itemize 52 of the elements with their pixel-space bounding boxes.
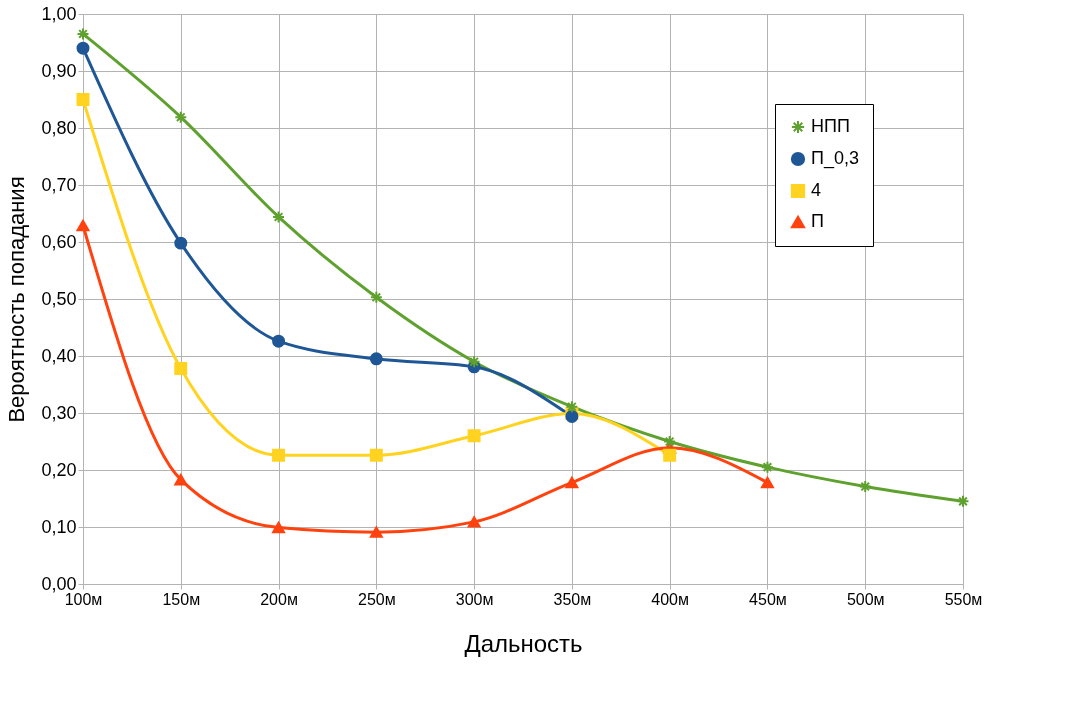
x-tick-label: 350м xyxy=(553,590,592,608)
point xyxy=(272,334,286,348)
point xyxy=(76,93,90,106)
x-tick-label: 150м xyxy=(162,590,201,608)
y-tick-label: 0,50 xyxy=(41,288,77,309)
point xyxy=(858,480,872,494)
x-tick-label: 500м xyxy=(846,590,885,608)
point xyxy=(467,516,481,528)
x-tick-label: 300м xyxy=(455,590,494,608)
legend-label: П xyxy=(811,211,824,231)
y-tick-label: 0,10 xyxy=(41,516,77,537)
x-tick-label: 250м xyxy=(357,590,396,608)
point xyxy=(369,290,383,304)
y-tick-label: 0,60 xyxy=(41,231,77,252)
point xyxy=(272,448,286,462)
y-tick-label: 0,80 xyxy=(41,117,77,138)
legend-label: НПП xyxy=(811,116,850,136)
legend-label: П_0,3 xyxy=(811,148,859,169)
point xyxy=(956,494,970,508)
point xyxy=(565,400,579,414)
point xyxy=(760,476,774,489)
legend-label: 4 xyxy=(811,180,822,200)
point xyxy=(663,448,677,462)
point xyxy=(369,526,383,538)
point xyxy=(760,460,774,474)
point xyxy=(369,352,383,366)
point xyxy=(369,448,383,462)
point xyxy=(174,110,188,124)
y-tick-label: 0,90 xyxy=(41,60,77,81)
y-tick-label: 1,00 xyxy=(41,3,77,24)
point xyxy=(174,236,188,250)
point xyxy=(76,27,90,41)
x-axis-title: Дальность xyxy=(464,629,583,657)
x-tick-label: 450м xyxy=(749,590,787,608)
point xyxy=(467,429,481,443)
point xyxy=(174,473,188,486)
point xyxy=(76,41,90,55)
y-tick-label: 0,40 xyxy=(41,345,77,366)
y-axis-title: Вероятность попадания xyxy=(4,176,30,423)
y-tick-label: 0,20 xyxy=(41,459,77,480)
x-tick-label: 550м xyxy=(944,590,983,608)
point xyxy=(76,219,90,232)
point xyxy=(174,362,188,376)
x-tick-label: 200м xyxy=(260,590,298,608)
x-tick-label: 400м xyxy=(651,590,690,608)
y-tick-label: 0,70 xyxy=(41,174,77,195)
point xyxy=(467,355,481,369)
point xyxy=(272,521,286,534)
point xyxy=(565,476,579,489)
y-tick-label: 0,30 xyxy=(41,402,77,423)
point xyxy=(663,435,677,448)
point xyxy=(272,210,286,224)
